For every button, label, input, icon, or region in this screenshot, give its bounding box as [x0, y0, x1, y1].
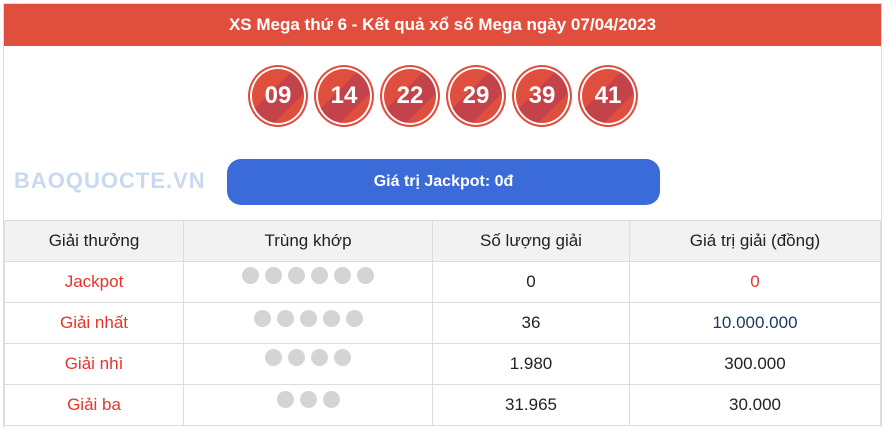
- match-dot: [357, 267, 374, 284]
- match-dot: [265, 267, 282, 284]
- match-dot: [299, 310, 317, 327]
- match-dot: [322, 310, 340, 327]
- match-dot: [345, 310, 363, 327]
- prize-value: 10.000.000: [629, 302, 881, 344]
- match-dot: [276, 310, 294, 327]
- match-indicator: [183, 384, 433, 426]
- number-ball: 09: [248, 65, 308, 127]
- prize-name: Giải nhất: [4, 302, 184, 344]
- match-dot: [276, 391, 294, 408]
- number-ball: 14: [314, 65, 374, 127]
- prize-value: 300.000: [629, 343, 881, 385]
- header-value: Giá trị giải (đồng): [629, 220, 881, 262]
- table-row: Giải nhất 36 10.000.000: [4, 302, 881, 344]
- match-dot: [322, 391, 340, 408]
- number-ball: 39: [512, 65, 572, 127]
- table-row: Jackpot 0 0: [4, 261, 881, 303]
- header-prize: Giải thưởng: [4, 220, 184, 262]
- match-indicator: [183, 261, 433, 303]
- table-row: Giải ba 31.965 30.000: [4, 384, 881, 426]
- prize-value: 30.000: [629, 384, 881, 426]
- winner-count: 31.965: [432, 384, 630, 426]
- table-header-row: Giải thưởng Trùng khớp Số lượng giải Giá…: [4, 220, 881, 262]
- match-indicator: [183, 302, 433, 344]
- match-dot: [299, 391, 317, 408]
- number-ball: 29: [446, 65, 506, 127]
- match-dot: [242, 267, 259, 284]
- winner-count: 36: [432, 302, 630, 344]
- winning-numbers: 09 14 22 29 39 41: [248, 65, 638, 127]
- jackpot-value-button[interactable]: Giá trị Jackpot: 0đ: [227, 159, 660, 205]
- match-dot: [253, 310, 271, 327]
- prize-name: Jackpot: [4, 261, 184, 303]
- winner-count: 1.980: [432, 343, 630, 385]
- match-dot: [288, 349, 305, 366]
- prize-name: Giải ba: [4, 384, 184, 426]
- match-dot: [311, 349, 328, 366]
- watermark-logo: BAOQUOCTE.VN: [14, 168, 206, 193]
- prize-table: Giải thưởng Trùng khớp Số lượng giải Giá…: [4, 220, 881, 426]
- number-ball: 41: [578, 65, 638, 127]
- header-matches: Trùng khớp: [183, 220, 433, 262]
- page-title: XS Mega thứ 6 - Kết quả xổ số Mega ngày …: [4, 4, 881, 46]
- header-count: Số lượng giải: [432, 220, 630, 262]
- match-dot: [288, 267, 305, 284]
- match-dot: [334, 267, 351, 284]
- number-ball: 22: [380, 65, 440, 127]
- result-panel: [3, 3, 882, 428]
- prize-name: Giải nhì: [4, 343, 184, 385]
- winner-count: 0: [432, 261, 630, 303]
- prize-value: 0: [629, 261, 881, 303]
- match-dot: [265, 349, 282, 366]
- match-dot: [334, 349, 351, 366]
- table-row: Giải nhì 1.980 300.000: [4, 343, 881, 385]
- match-dot: [311, 267, 328, 284]
- match-indicator: [183, 343, 433, 385]
